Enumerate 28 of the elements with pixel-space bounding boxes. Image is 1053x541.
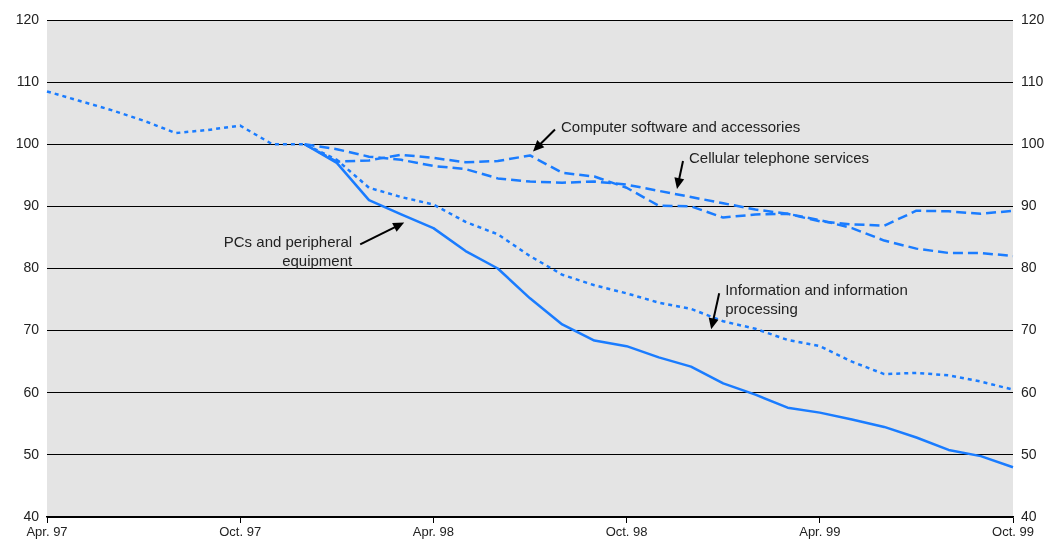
y2-tick-label: 50	[1021, 445, 1037, 462]
x-tick-label: Oct. 99	[992, 524, 1034, 540]
y-tick-label: 110	[16, 72, 40, 89]
y-tick-label: 120	[15, 10, 40, 27]
y2-tick-label: 90	[1021, 197, 1037, 214]
y-tick-label: 40	[23, 507, 40, 524]
x-tick-label: Apr. 99	[799, 524, 841, 540]
y2-tick-label: 80	[1021, 259, 1037, 276]
y-tick-label: 80	[23, 259, 40, 276]
y-tick-label: 90	[23, 197, 40, 214]
y2-tick-label: 40	[1021, 507, 1037, 524]
y2-tick-label: 110	[1021, 72, 1044, 89]
text: PCs and peripheral equipment	[223, 232, 354, 269]
y-tick-label: 60	[23, 383, 40, 400]
y-tick-label: 70	[23, 321, 40, 338]
y2-tick-label: 100	[1021, 135, 1045, 152]
y-tick-label: 100	[15, 135, 40, 152]
text: Computer software and accessories	[561, 117, 801, 135]
y2-tick-label: 120	[1021, 10, 1045, 27]
y-tick-label: 50	[23, 445, 40, 462]
series-label: Cellular telephone services	[689, 149, 870, 167]
x-tick-label: Oct. 98	[605, 524, 648, 540]
y2-tick-label: 70	[1021, 321, 1037, 338]
x-tick-label: Apr. 98	[412, 524, 454, 540]
x-tick-label: Apr. 97	[26, 524, 68, 540]
series-label: Information and information processing	[725, 281, 908, 318]
y2-tick-label: 60	[1021, 383, 1037, 400]
x-tick-label: Oct. 97	[219, 524, 262, 540]
